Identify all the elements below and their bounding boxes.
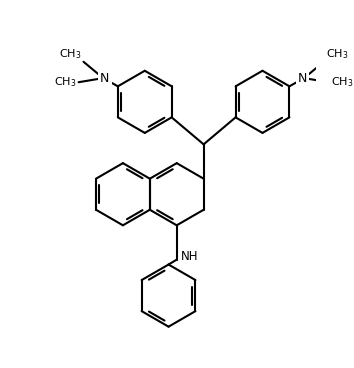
Text: N: N	[298, 72, 307, 85]
Text: CH$_3$: CH$_3$	[326, 47, 349, 61]
Text: N: N	[100, 72, 109, 85]
Text: CH$_3$: CH$_3$	[54, 75, 76, 89]
Text: CH$_3$: CH$_3$	[58, 47, 81, 61]
Text: CH$_3$: CH$_3$	[331, 75, 354, 89]
Text: NH: NH	[181, 250, 198, 263]
